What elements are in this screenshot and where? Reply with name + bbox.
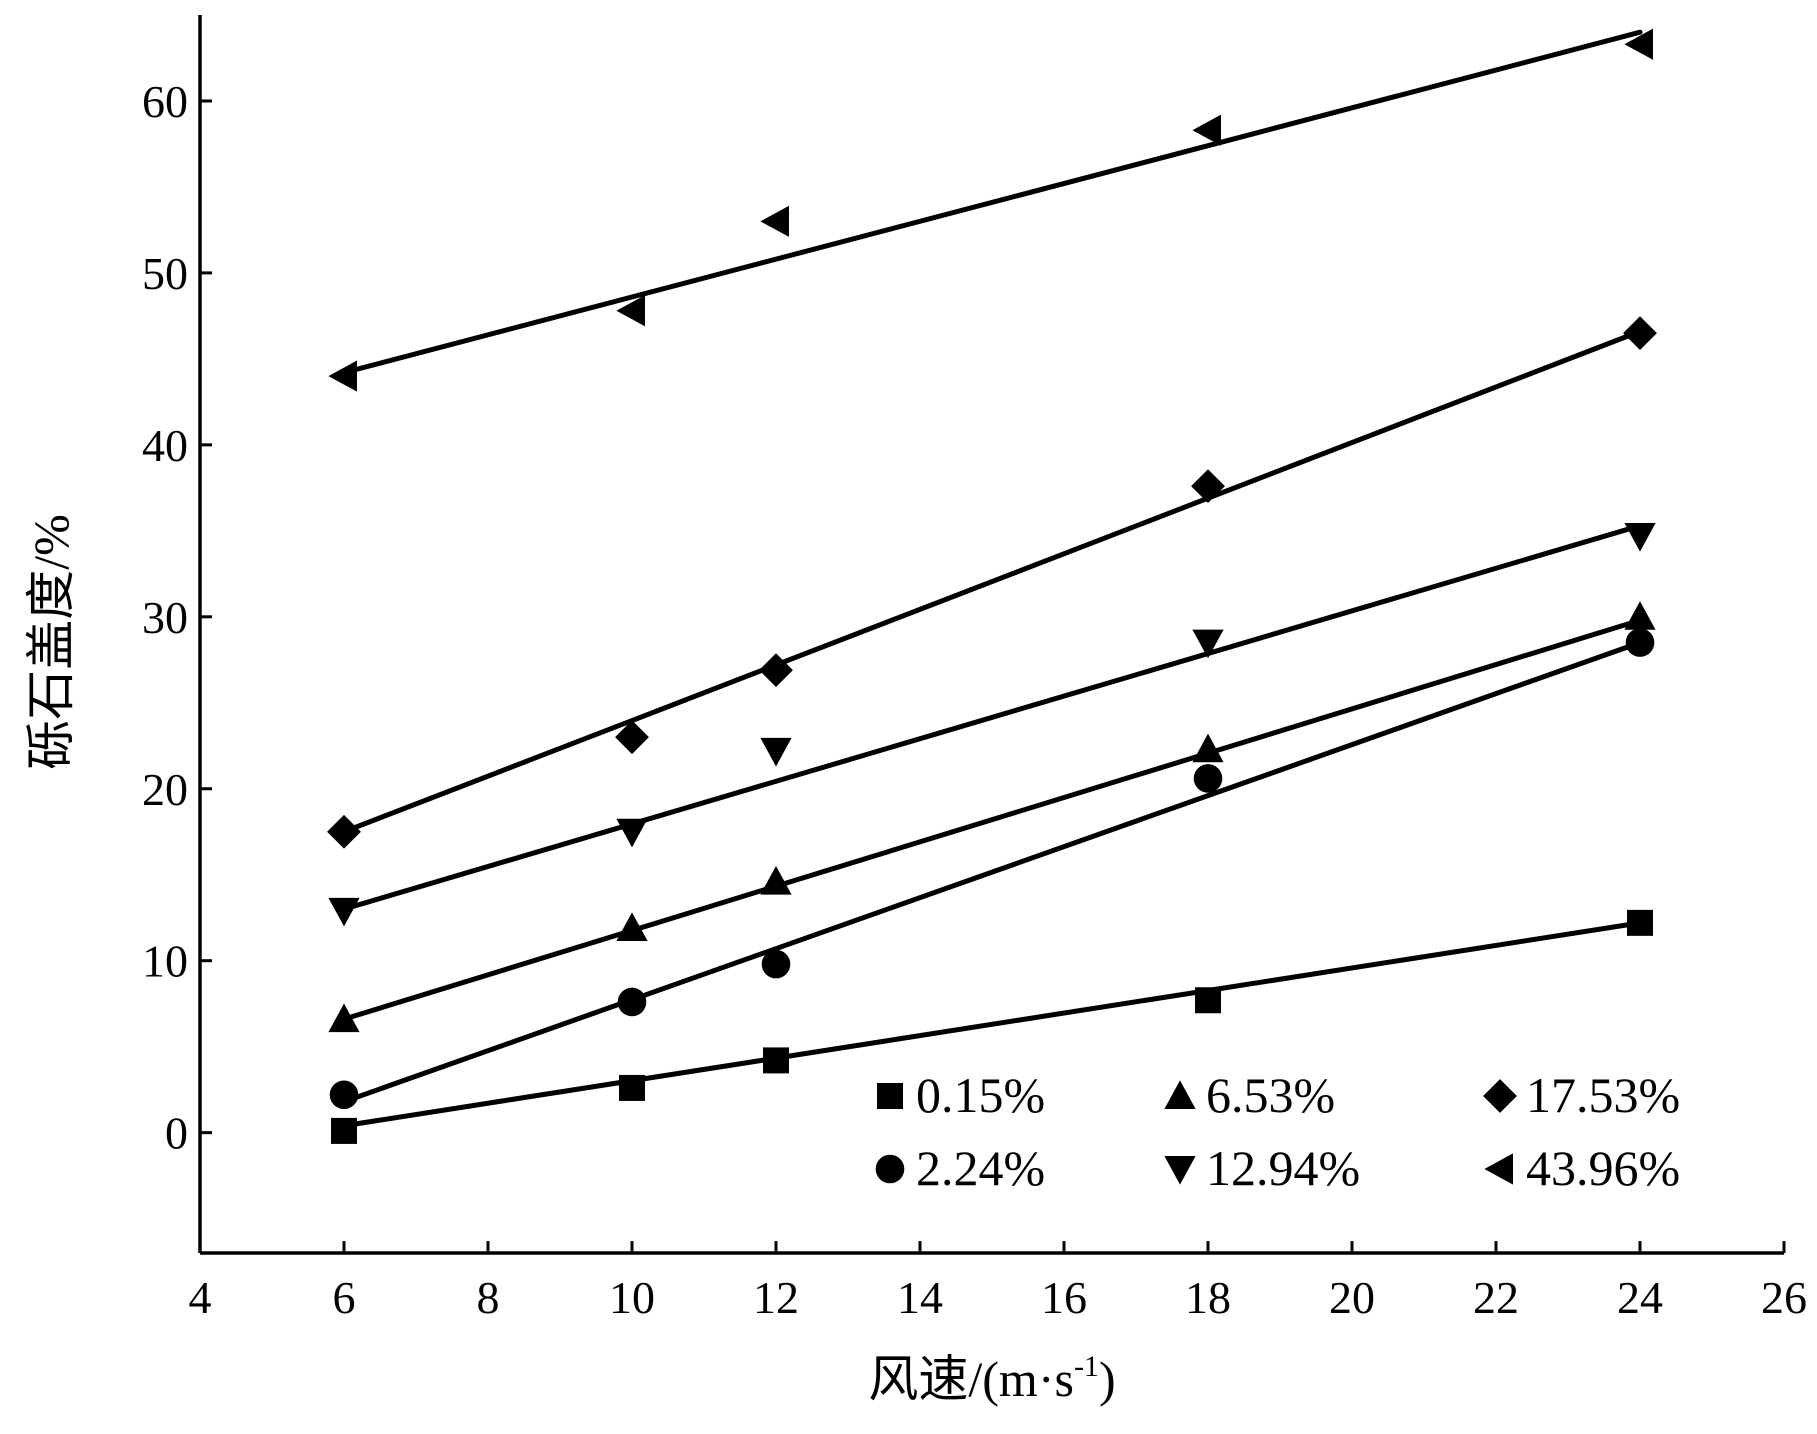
data-point-diamond — [759, 653, 793, 688]
data-point-square — [1195, 987, 1221, 1014]
data-point-square — [619, 1074, 645, 1101]
data-point-triangle-up — [1624, 601, 1656, 630]
y-tick-label: 40 — [142, 420, 188, 471]
x-tick-label: 22 — [1473, 1272, 1519, 1323]
data-point-triangle-up — [760, 866, 792, 895]
data-point-circle — [761, 949, 791, 979]
data-point-diamond — [1191, 469, 1225, 504]
data-point-triangle-down — [760, 737, 792, 767]
x-axis-title: 风速/(m·s-1) — [868, 1350, 1115, 1407]
fit-line-5 — [341, 29, 1643, 376]
fit-line-4 — [341, 523, 1643, 912]
x-tick-label: 16 — [1041, 1272, 1087, 1323]
data-point-square — [763, 1047, 789, 1074]
x-tick-label: 14 — [897, 1272, 943, 1323]
data-point-triangle-down — [1192, 629, 1224, 659]
y-tick-label: 20 — [142, 764, 188, 815]
legend-marker-diamond — [1483, 1079, 1517, 1113]
legend-label: 43.96% — [1526, 1140, 1680, 1196]
legend-marker-triangle-down — [1164, 1156, 1196, 1185]
legend-label: 0.15% — [916, 1067, 1045, 1123]
x-ticks: 4 6 8 10 12 14 16 18 20 22 24 26 — [189, 1241, 1807, 1323]
data-point-triangle-left — [616, 295, 645, 327]
data-point-triangle-left — [328, 360, 357, 392]
y-axis-title: 砾石盖度/% — [23, 514, 79, 770]
y-tick-label: 10 — [142, 936, 188, 987]
y-tick-label: 60 — [142, 76, 188, 127]
legend: 0.15% 6.53% 17.53% 2.24% 12.94% 43.96% — [875, 1067, 1680, 1196]
data-point-triangle-up — [328, 1003, 360, 1033]
data-point-circle — [329, 1080, 359, 1110]
legend-marker-square — [877, 1083, 903, 1109]
x-tick-label: 8 — [477, 1272, 500, 1323]
data-point-triangle-down — [328, 897, 360, 927]
legend-marker-circle — [875, 1154, 905, 1184]
legend-label: 17.53% — [1526, 1067, 1680, 1123]
y-tick-label: 50 — [142, 248, 188, 299]
data-point-triangle-left — [1192, 114, 1221, 146]
fit-line-2 — [341, 328, 1643, 835]
data-point-triangle-up — [1192, 733, 1224, 763]
y-tick-label: 30 — [142, 592, 188, 643]
x-tick-label: 20 — [1329, 1272, 1375, 1323]
legend-label: 6.53% — [1206, 1067, 1335, 1123]
x-axis-title-sup: -1 — [1074, 1350, 1099, 1383]
fit-line-3 — [341, 640, 1643, 1105]
x-axis-title-close: ) — [1099, 1351, 1116, 1407]
data-point-triangle-down — [1624, 522, 1656, 552]
x-tick-label: 4 — [189, 1272, 212, 1323]
y-ticks: 0 10 20 30 40 50 60 — [142, 76, 212, 1159]
x-tick-label: 24 — [1617, 1272, 1663, 1323]
data-point-circle — [1193, 764, 1223, 793]
y-tick-label: 0 — [165, 1108, 188, 1159]
data-point-triangle-left — [1624, 28, 1653, 60]
legend-label: 12.94% — [1206, 1140, 1360, 1196]
legend-label: 2.24% — [916, 1140, 1045, 1196]
x-tick-label: 12 — [753, 1272, 799, 1323]
data-point-diamond — [615, 720, 649, 755]
legend-marker-triangle-left — [1484, 1153, 1513, 1185]
data-point-square — [331, 1117, 357, 1144]
x-tick-label: 6 — [333, 1272, 356, 1323]
data-point-triangle-down — [616, 818, 648, 848]
x-tick-label: 18 — [1185, 1272, 1231, 1323]
data-point-circle — [617, 987, 647, 1017]
x-axis-title-main: 风速/(m·s — [868, 1351, 1074, 1407]
data-point-triangle-up — [616, 912, 648, 942]
x-tick-label: 26 — [1761, 1272, 1807, 1323]
x-tick-label: 10 — [609, 1272, 655, 1323]
fit-line-1 — [341, 617, 1643, 1022]
legend-marker-triangle-up — [1164, 1080, 1196, 1109]
data-point-diamond — [327, 814, 361, 849]
data-point-square — [1627, 909, 1653, 936]
fit-lines — [341, 29, 1643, 1129]
fit-line-0 — [341, 920, 1643, 1129]
data-points — [327, 28, 1657, 1144]
data-point-diamond — [1623, 316, 1657, 350]
data-point-triangle-left — [760, 205, 789, 237]
axes — [198, 15, 1784, 1255]
data-point-circle — [1625, 628, 1655, 657]
